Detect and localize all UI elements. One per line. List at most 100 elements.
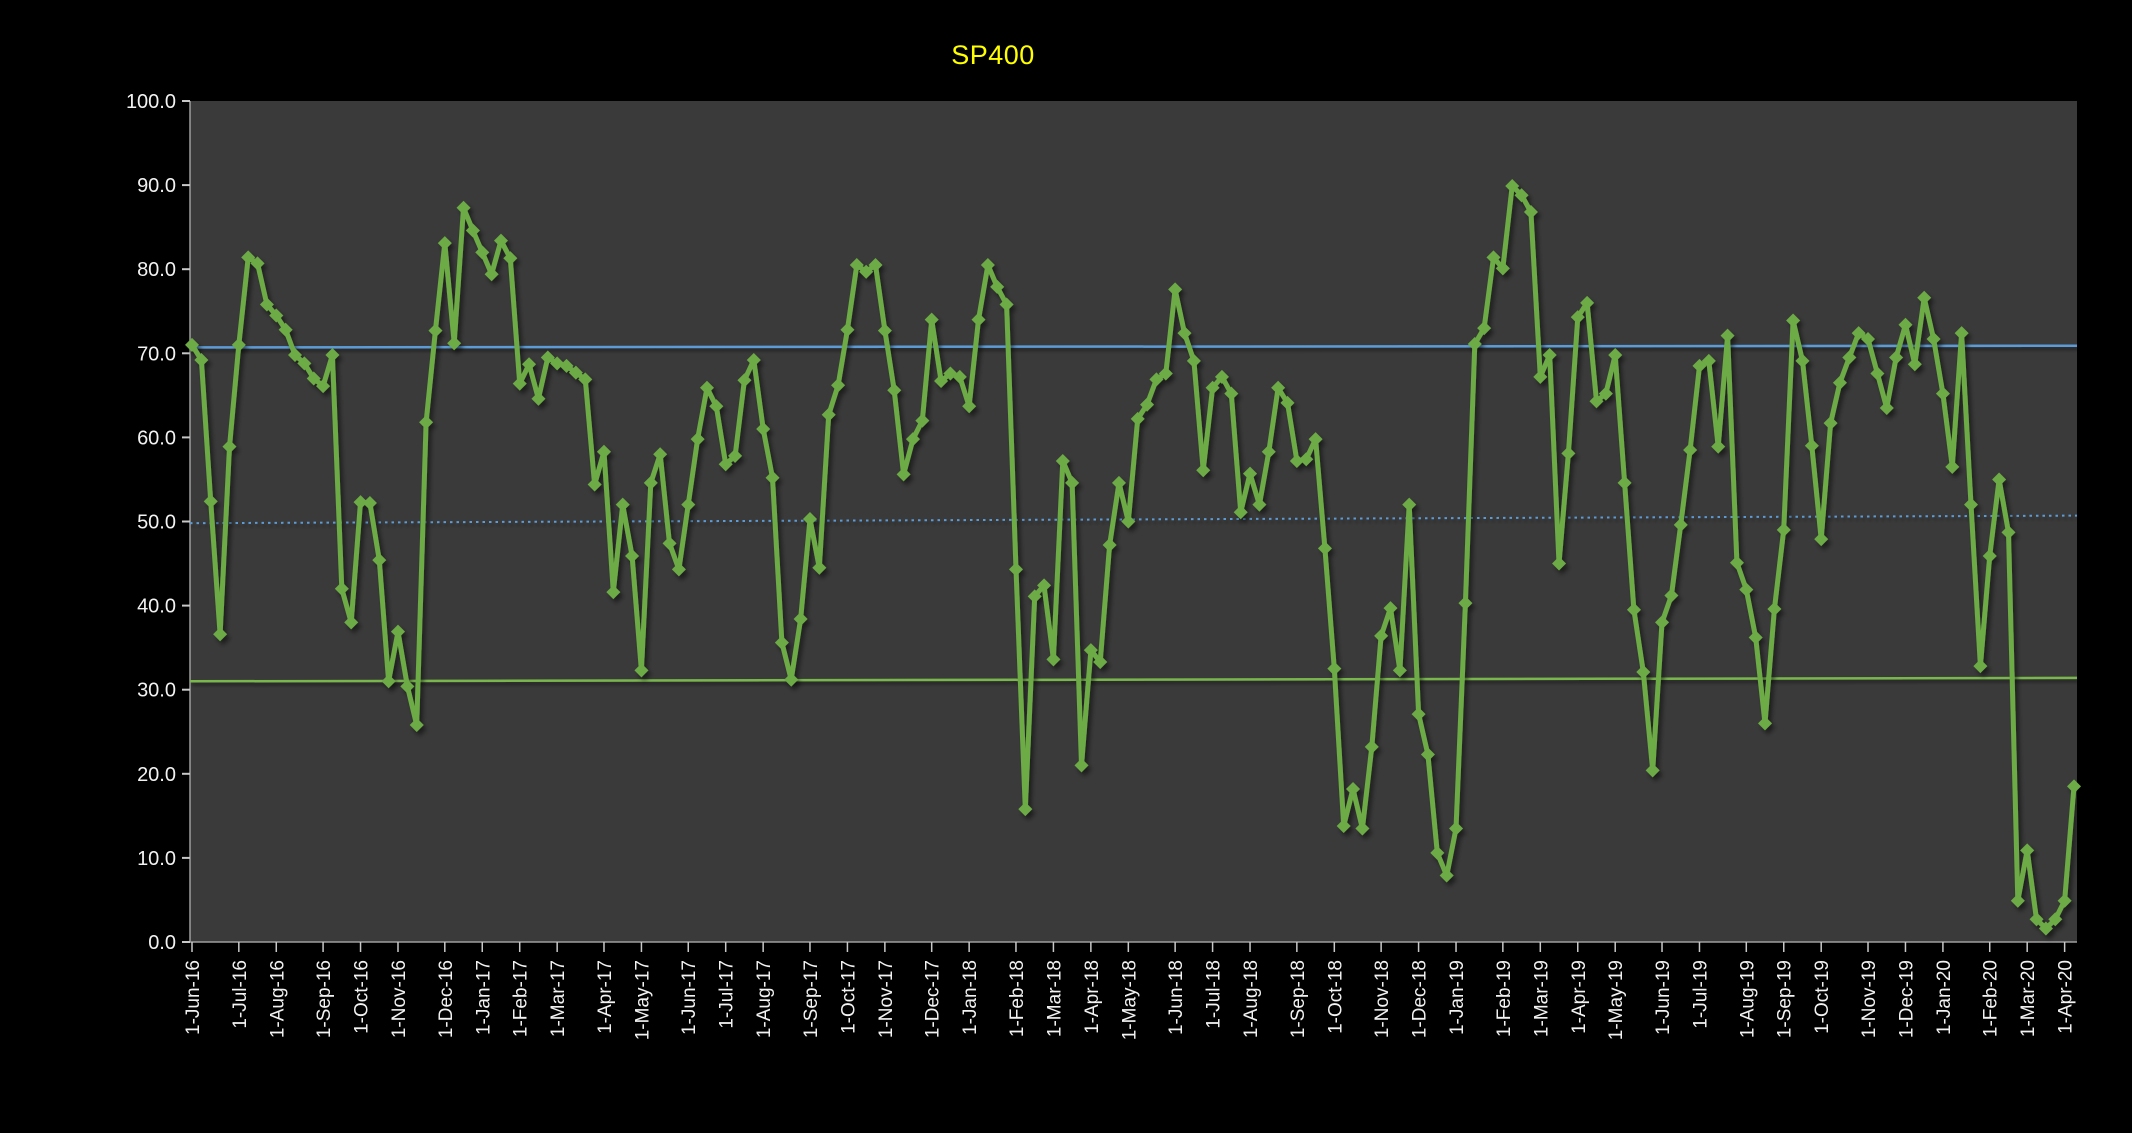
x-axis-label: 1-Aug-18 [1241, 960, 1262, 1038]
data-point-marker [737, 373, 752, 388]
data-point-marker [1158, 366, 1173, 381]
data-point-marker [1851, 326, 1866, 341]
data-point-marker [400, 679, 415, 694]
x-axis-label: 1-Dec-19 [1896, 960, 1917, 1038]
y-axis-label: 0.0 [148, 932, 176, 954]
data-point-marker [625, 548, 640, 563]
data-point-marker [606, 585, 621, 600]
data-point-marker [1823, 416, 1838, 431]
data-point-marker [1748, 630, 1763, 645]
data-point-marker [1486, 250, 1501, 265]
x-axis-label: 1-Sep-18 [1288, 960, 1309, 1038]
data-point-marker [493, 233, 508, 248]
data-point-marker [718, 457, 733, 472]
x-axis-label: 1-Nov-17 [876, 960, 897, 1038]
data-point-marker [1935, 386, 1950, 401]
reference-line-upper-blue-solid [189, 344, 2078, 349]
x-axis-label: 1-Feb-19 [1494, 960, 1515, 1037]
data-point-marker [1074, 758, 1089, 773]
x-axis-label: 1-Feb-20 [1981, 960, 2002, 1037]
x-axis-label: 1-Sep-16 [314, 960, 335, 1038]
x-axis-label: 1-Feb-17 [511, 960, 532, 1037]
x-axis-label: 1-Jan-19 [1447, 960, 1468, 1035]
data-point-marker [962, 399, 977, 414]
reference-line-middle-blue-dotted [189, 514, 2078, 525]
data-point-marker [1477, 321, 1492, 336]
data-point-marker [1664, 588, 1679, 603]
data-point-marker [1617, 475, 1632, 490]
data-point-marker [2057, 893, 2072, 908]
x-axis-label: 1-Dec-16 [436, 960, 457, 1038]
x-axis-label: 1-Apr-19 [1569, 960, 1590, 1034]
data-point-marker [1795, 353, 1810, 368]
data-point-marker [859, 264, 874, 279]
data-point-marker [1842, 350, 1857, 365]
data-point-marker [774, 635, 789, 650]
data-point-marker [465, 223, 480, 238]
x-axis-label: 1-Mar-18 [1044, 960, 1065, 1037]
data-point-marker [1093, 654, 1108, 669]
data-point-marker [1261, 444, 1276, 459]
x-axis-label: 1-Jan-18 [960, 960, 981, 1035]
data-point-marker [1411, 707, 1426, 722]
data-point-marker [1626, 602, 1641, 617]
x-axis-label: 1-Oct-18 [1325, 960, 1346, 1034]
data-point-marker [1121, 514, 1136, 529]
data-point-marker [1336, 818, 1351, 833]
x-axis-label: 1-Jul-16 [230, 960, 251, 1029]
x-axis-label: 1-May-19 [1606, 960, 1627, 1040]
data-point-marker [1580, 295, 1595, 310]
data-point-marker [1177, 326, 1192, 341]
data-point-marker [596, 444, 611, 459]
data-point-marker [1449, 821, 1464, 836]
data-point-marker [362, 495, 377, 510]
data-point-marker [2010, 893, 2025, 908]
data-point-marker [194, 353, 209, 368]
data-point-marker [2048, 912, 2063, 927]
data-point-marker [1214, 369, 1229, 384]
x-axis-label: 1-Oct-19 [1812, 960, 1833, 1034]
x-axis-label: 1-Apr-18 [1082, 960, 1103, 1034]
data-point-marker [971, 312, 986, 327]
data-point-marker [1964, 497, 1979, 512]
data-point-marker [1898, 317, 1913, 332]
data-point-marker [1692, 358, 1707, 373]
data-point-marker [568, 365, 583, 380]
data-point-marker [1186, 353, 1201, 368]
data-point-marker [765, 470, 780, 485]
data-point-marker [531, 391, 546, 406]
data-point-marker [578, 372, 593, 387]
data-point-marker [1992, 472, 2007, 487]
data-point-marker [512, 376, 527, 391]
data-point-marker [185, 337, 199, 352]
data-point-marker [980, 257, 995, 272]
x-axis-label: 1-May-17 [632, 960, 653, 1040]
data-point-marker [1102, 538, 1117, 553]
data-point-marker [250, 256, 265, 271]
data-point-marker [428, 323, 443, 338]
data-point-marker [278, 322, 293, 337]
data-point-marker [503, 251, 518, 266]
x-axis-label: 1-Jan-20 [1934, 960, 1955, 1035]
data-point-marker [1570, 310, 1585, 325]
data-point-marker [269, 308, 284, 323]
data-point-marker [1065, 475, 1080, 490]
data-point-marker [934, 374, 949, 389]
data-point-marker [653, 447, 668, 462]
data-point-marker [1683, 443, 1698, 458]
data-point-marker [999, 297, 1014, 312]
x-axis-label: 1-Jun-19 [1653, 960, 1674, 1035]
data-point-marker [746, 353, 761, 368]
data-point-marker [1130, 411, 1145, 426]
y-axis-label: 10.0 [137, 848, 176, 870]
data-point-marker [690, 432, 705, 447]
x-axis-label: 1-Aug-16 [267, 960, 288, 1038]
data-point-marker [812, 560, 827, 575]
data-point-marker [456, 200, 471, 215]
chart-title: SP400 [951, 40, 1035, 70]
data-point-marker [390, 624, 405, 639]
data-point-marker [1037, 578, 1052, 593]
data-point-marker [1523, 205, 1538, 220]
data-point-marker [831, 378, 846, 393]
